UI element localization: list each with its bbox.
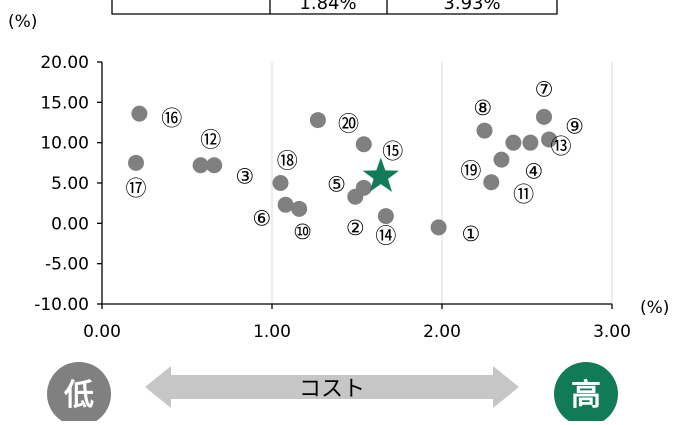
- point-label: ⑧: [473, 96, 492, 120]
- point-label: ⑫: [200, 128, 221, 152]
- data-point: [192, 157, 209, 174]
- y-tick-label: 15.00: [40, 93, 89, 113]
- point-label: ④: [524, 160, 543, 184]
- top-table-border: [111, 0, 558, 15]
- point-label: ⑲: [460, 159, 481, 183]
- x-tick-label: 2.00: [423, 322, 461, 342]
- data-point: [206, 157, 223, 174]
- y-tick-label: 10.00: [40, 134, 89, 154]
- data-point: [355, 136, 372, 153]
- point-label: ①: [461, 222, 480, 246]
- data-point: [493, 151, 510, 168]
- high-label: 高: [571, 378, 601, 413]
- top-table-cell: 3.93%: [443, 0, 500, 14]
- point-label: ⑦: [535, 77, 554, 101]
- data-point: [377, 208, 394, 225]
- y-tick-label: -5.00: [45, 255, 89, 275]
- y-tick-label: 0.00: [51, 214, 89, 234]
- cost-label: コスト: [299, 377, 365, 402]
- y-tick-label: 20.00: [40, 53, 89, 73]
- point-label: ⑩: [293, 220, 312, 244]
- point-layer: [128, 105, 558, 236]
- y-tick-label: -10.00: [34, 295, 89, 315]
- low-badge: [47, 362, 111, 425]
- axis-layer: [97, 61, 613, 309]
- data-point: [522, 134, 539, 151]
- data-point: [128, 154, 144, 171]
- point-label: ⑯: [161, 106, 182, 130]
- data-point: [483, 174, 500, 191]
- label-layer: ① ② ③ ④ ⑤ ⑥ ⑦ ⑧ ⑨ ⑩ ⑪ ⑫ ⑬ ⑭ ⑮ ⑯ ⑰ ⑱ ⑲ ⑳: [126, 77, 585, 248]
- grid-layer: [271, 62, 613, 304]
- point-label: ⑤: [327, 173, 346, 197]
- point-label: ②: [346, 216, 365, 240]
- top-table-cell: 1.84%: [299, 0, 356, 14]
- point-label: ⑥: [252, 206, 271, 230]
- y-tick-label: 5.00: [51, 174, 89, 194]
- x-tick-label: 1.00: [253, 322, 291, 342]
- point-label: ③: [235, 165, 254, 189]
- high-badge: [554, 362, 618, 425]
- data-point: [272, 175, 289, 191]
- data-point: [430, 219, 447, 236]
- data-point: [355, 179, 372, 196]
- point-label: ⑪: [513, 182, 534, 206]
- data-point: [476, 122, 493, 139]
- x-tick-label: 3.00: [593, 322, 631, 342]
- data-point: [277, 196, 294, 213]
- x-axis-unit: (%): [640, 298, 669, 318]
- point-label: ⑬: [551, 135, 572, 159]
- point-label: ⑰: [126, 177, 147, 201]
- point-label: ⑮: [382, 140, 403, 164]
- low-label: 低: [63, 378, 94, 413]
- data-point: [131, 105, 148, 122]
- data-point: [536, 108, 552, 125]
- top-table: 1.84% 3.93%: [111, 0, 558, 15]
- tick-layer: 20.00 15.00 10.00 5.00 0.00 -5.00 -10.00 0.00 1.…: [34, 53, 631, 342]
- x-tick-label: 0.00: [83, 322, 121, 342]
- point-label: ⑭: [375, 224, 396, 248]
- double-arrow-icon: [145, 366, 519, 408]
- y-axis-unit: (%): [8, 12, 37, 32]
- data-point: [309, 112, 326, 129]
- data-point: [505, 134, 522, 151]
- data-point: [291, 200, 308, 217]
- point-label: ⑱: [277, 149, 298, 173]
- highlight-star-icon: [362, 157, 399, 192]
- cost-bar: コスト 低 高: [47, 362, 618, 425]
- point-label: ⑨: [565, 115, 584, 139]
- point-label: ⑳: [338, 112, 359, 136]
- data-point: [541, 131, 558, 148]
